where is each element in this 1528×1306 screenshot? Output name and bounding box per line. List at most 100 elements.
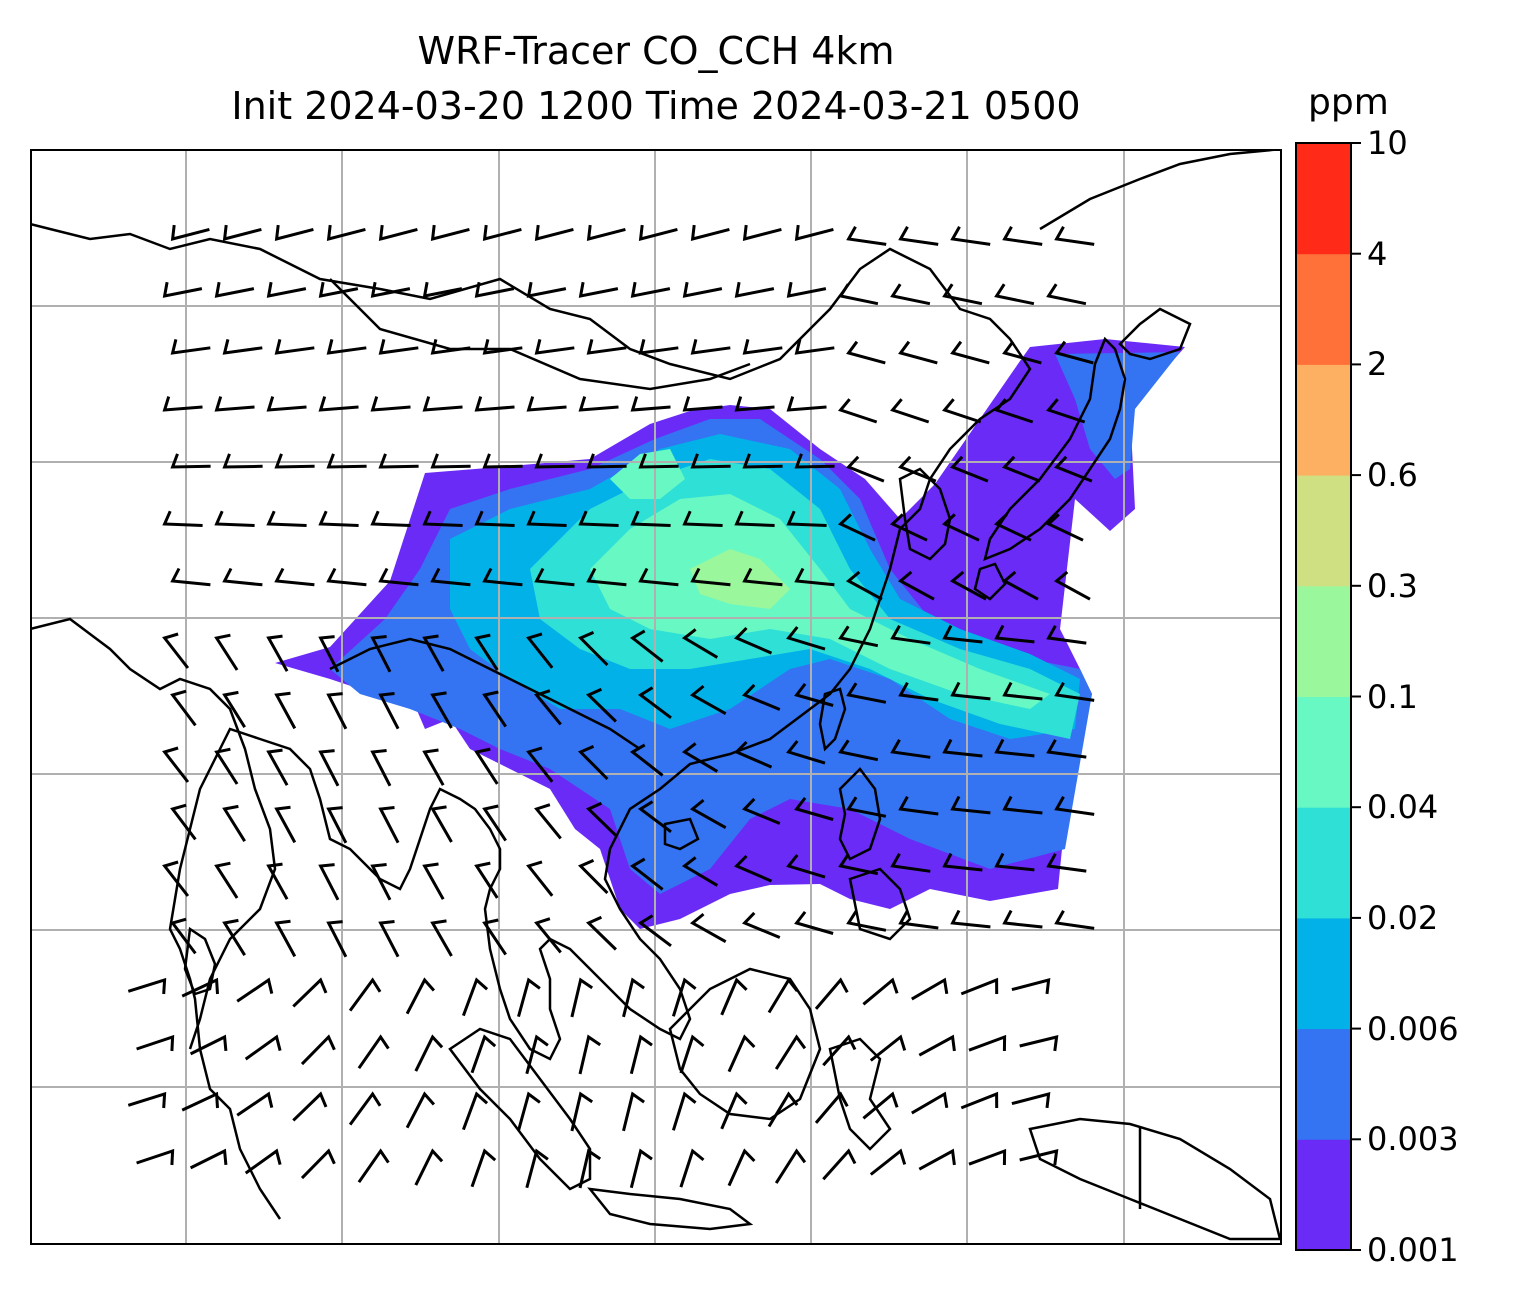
wind-barb (837, 513, 876, 542)
wind-barb (727, 1034, 756, 1073)
wind-barb (170, 453, 211, 469)
wind-barb (950, 909, 991, 929)
mongolia-border (329, 278, 751, 391)
wind-barb (326, 453, 367, 469)
wind-barb (378, 920, 400, 958)
wind-barb (1054, 796, 1095, 816)
wind-barb (822, 1034, 857, 1067)
wind-barb (414, 1034, 444, 1072)
wind-barb (136, 1148, 175, 1166)
wind-barb (370, 510, 411, 527)
wind-barb (794, 796, 834, 821)
wind-barb (274, 224, 314, 242)
wind-barb (370, 635, 392, 673)
wind-barb (127, 977, 167, 995)
wind-barb (534, 567, 575, 587)
wind-barb (318, 635, 340, 673)
wind-barb (370, 749, 392, 787)
wind-barb (526, 860, 554, 897)
wind-barb (482, 918, 507, 956)
wind-barb (838, 739, 879, 762)
wind-barb (1002, 340, 1042, 365)
wind-barb (681, 856, 719, 887)
wind-barb (1046, 853, 1087, 873)
wind-barb (741, 911, 781, 939)
china-border (329, 637, 641, 751)
wind-barb (274, 567, 315, 587)
wind-barb (214, 510, 255, 527)
wind-barb (348, 977, 382, 1012)
wind-barb (1053, 570, 1091, 601)
wind-barb (470, 1148, 497, 1188)
map-panel (30, 149, 1282, 1245)
wind-barb (786, 396, 827, 412)
wind-barb (838, 625, 879, 648)
wind-barb (733, 626, 773, 655)
wind-barb (422, 281, 463, 298)
wind-barb (405, 1091, 436, 1129)
colorbar-band-4 (1296, 696, 1351, 808)
wind-barb (474, 510, 515, 527)
wind-barb (577, 745, 609, 781)
colorbar-bands (1296, 143, 1351, 1251)
wind-barb (786, 510, 827, 527)
wind-barb (679, 1034, 705, 1074)
colorbar-tick-label: 4 (1367, 234, 1388, 273)
colorbar-tick-label: 0.6 (1367, 456, 1418, 495)
wind-barb (629, 1034, 653, 1075)
wind-barb (430, 919, 453, 957)
wind-barb (898, 795, 939, 816)
wind-barb (898, 340, 938, 365)
wind-barb (585, 687, 617, 723)
wind-barb (838, 398, 878, 424)
wind-barb (950, 340, 990, 365)
colorbar-band-2 (1296, 917, 1351, 1030)
wind-barb (890, 283, 931, 306)
wind-barb (578, 396, 619, 412)
wind-barb (534, 803, 562, 840)
wind-barb (422, 510, 463, 527)
wind-barb (181, 1091, 219, 1112)
coastlines (30, 149, 1282, 1241)
wind-barb (638, 224, 678, 242)
colorbar-band-0 (1296, 1139, 1351, 1251)
wind-barb (950, 681, 991, 701)
wind-barb (681, 742, 719, 773)
wind-barb (814, 1091, 849, 1124)
wind-barb (474, 281, 515, 298)
wind-barb (682, 396, 723, 412)
wind-barb (898, 909, 939, 930)
colorbar-unit-label: ppm (1308, 82, 1389, 123)
wind-barb (430, 224, 470, 242)
wind-barb (960, 1091, 999, 1110)
wind-barb (734, 510, 775, 527)
wind-barb (586, 453, 627, 469)
asia-coastline (30, 222, 1032, 1220)
wind-barb (274, 691, 297, 730)
wind-barb (911, 1091, 949, 1115)
wind-barb (326, 224, 366, 242)
wind-barb (378, 806, 400, 844)
wind-barb (534, 453, 575, 469)
wind-barb (470, 1034, 497, 1074)
sri-lanka (183, 926, 217, 996)
wind-barb (918, 1034, 956, 1057)
philippines-mindanao (848, 867, 912, 941)
wind-barb (222, 690, 246, 728)
wind-barb (1002, 795, 1043, 815)
wind-barb (430, 453, 471, 469)
colorbar-band-8 (1296, 253, 1351, 365)
wind-barb (1002, 909, 1043, 929)
wind-barb (869, 1148, 907, 1176)
wind-barb (622, 1091, 645, 1132)
colorbar-band-3 (1296, 807, 1351, 919)
wind-barb (526, 281, 567, 298)
wind-barb (482, 804, 507, 842)
wind-barb (898, 681, 939, 702)
wind-barb (534, 339, 575, 355)
map-frame (30, 149, 1282, 1245)
colorbar-tick-label: 0.3 (1367, 566, 1418, 605)
india-coastline (30, 617, 277, 1050)
colorbar-band-7 (1296, 364, 1351, 476)
wind-barb (214, 633, 239, 671)
